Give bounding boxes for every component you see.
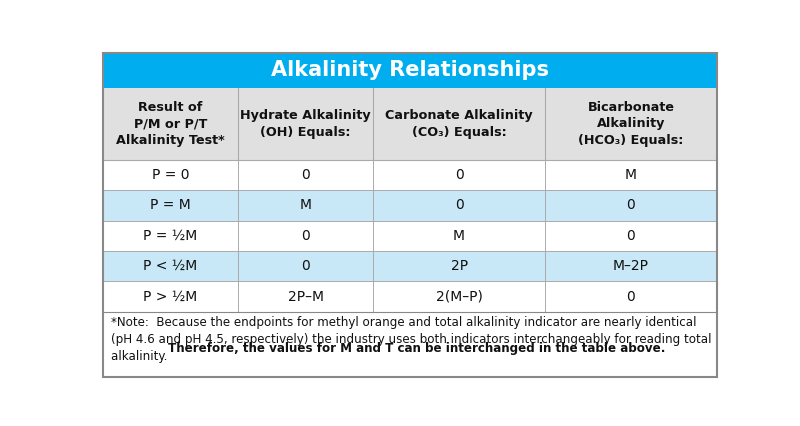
Text: M–2P: M–2P — [613, 259, 649, 273]
Text: 2P–M: 2P–M — [288, 290, 324, 304]
Text: M: M — [625, 168, 637, 182]
Text: 0: 0 — [302, 229, 310, 243]
Bar — [103, 221, 717, 251]
Text: Carbonate Alkalinity
(CO₃) Equals:: Carbonate Alkalinity (CO₃) Equals: — [386, 109, 533, 139]
Text: Therefore, the values for M and T can be interchanged in the table above.: Therefore, the values for M and T can be… — [168, 342, 666, 354]
Text: Alkalinity Relationships: Alkalinity Relationships — [271, 60, 549, 81]
Bar — [103, 160, 717, 190]
Text: 2P: 2P — [450, 259, 468, 273]
Text: 0: 0 — [302, 259, 310, 273]
Text: P = ½M: P = ½M — [143, 229, 198, 243]
Text: P = M: P = M — [150, 199, 191, 212]
Text: 0: 0 — [454, 199, 463, 212]
Text: 0: 0 — [454, 168, 463, 182]
Text: P > ½M: P > ½M — [143, 290, 198, 304]
Bar — [103, 282, 717, 312]
Bar — [103, 88, 717, 160]
Text: P = 0: P = 0 — [152, 168, 190, 182]
Text: P < ½M: P < ½M — [143, 259, 198, 273]
Text: Result of
P/M or P/T
Alkalinity Test*: Result of P/M or P/T Alkalinity Test* — [116, 101, 225, 147]
Text: 0: 0 — [626, 199, 635, 212]
Bar — [103, 251, 717, 282]
Text: *Note:  Because the endpoints for methyl orange and total alkalinity indicator a: *Note: Because the endpoints for methyl … — [110, 316, 711, 363]
Text: 0: 0 — [626, 229, 635, 243]
Text: M: M — [453, 229, 465, 243]
Text: M: M — [300, 199, 312, 212]
Bar — [103, 312, 717, 377]
Text: 0: 0 — [302, 168, 310, 182]
Bar — [103, 190, 717, 221]
Text: Hydrate Alkalinity
(OH) Equals:: Hydrate Alkalinity (OH) Equals: — [240, 109, 371, 139]
Text: Bicarbonate
Alkalinity
(HCO₃) Equals:: Bicarbonate Alkalinity (HCO₃) Equals: — [578, 101, 684, 147]
Text: 0: 0 — [626, 290, 635, 304]
Text: 2(M–P): 2(M–P) — [436, 290, 482, 304]
Bar — [103, 53, 717, 88]
